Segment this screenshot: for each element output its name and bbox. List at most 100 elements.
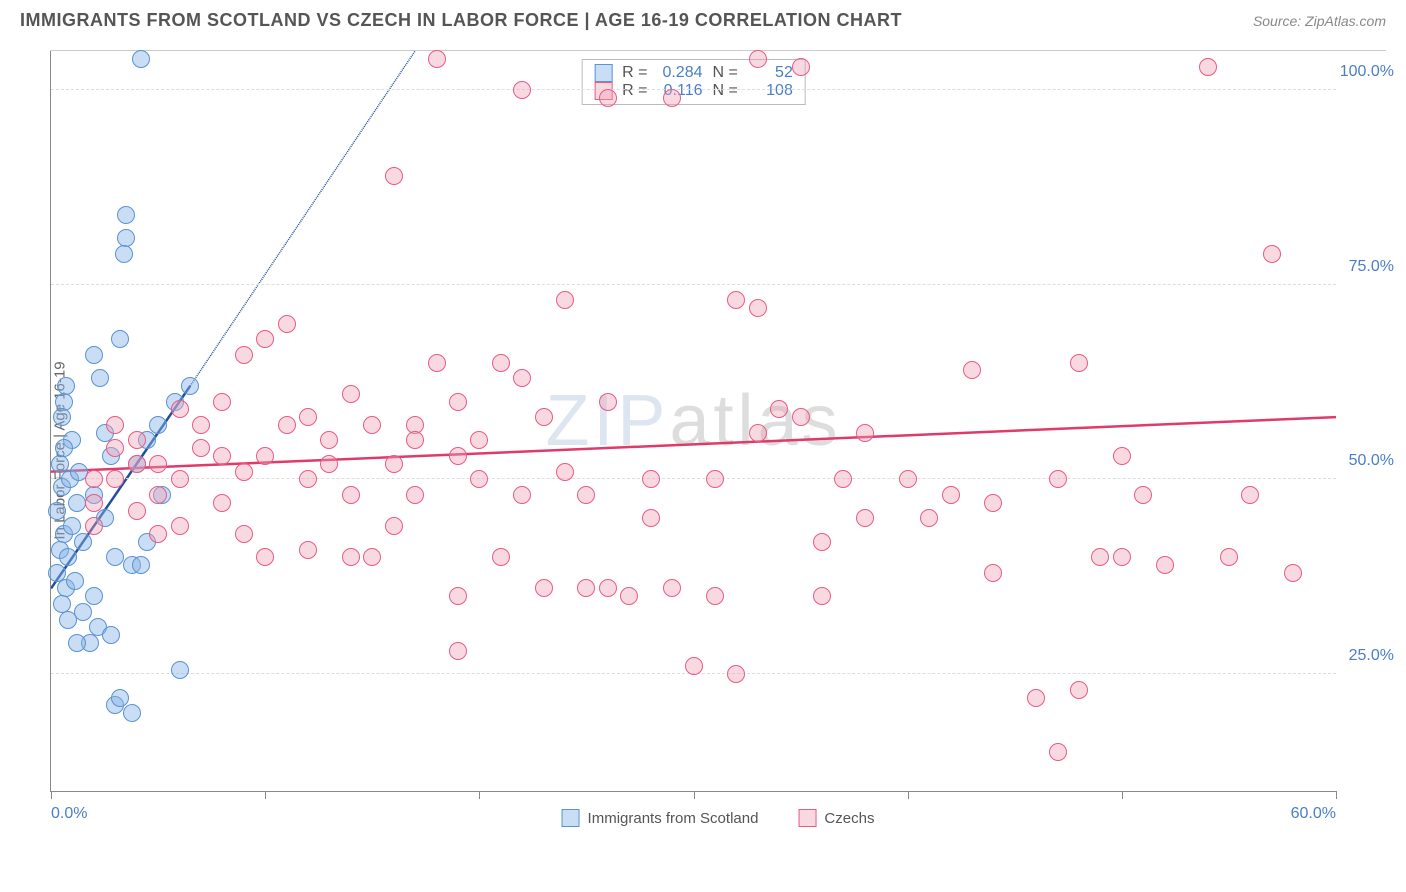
data-point [106, 439, 124, 457]
n-label: N = [713, 64, 738, 82]
x-tick [1336, 791, 1337, 799]
data-point [53, 408, 71, 426]
data-point [706, 470, 724, 488]
stats-row-czech: R = 0.116 N = 108 [594, 82, 793, 100]
stats-row-scotland: R = 0.284 N = 52 [594, 64, 793, 82]
data-point [599, 89, 617, 107]
data-point [1284, 564, 1302, 582]
data-point [171, 517, 189, 535]
data-point [149, 416, 167, 434]
data-point [449, 447, 467, 465]
data-point [1220, 548, 1238, 566]
data-point [123, 704, 141, 722]
data-point [727, 291, 745, 309]
data-point [48, 502, 66, 520]
data-point [85, 587, 103, 605]
data-point [663, 89, 681, 107]
data-point [535, 408, 553, 426]
data-point [68, 634, 86, 652]
data-point [51, 455, 69, 473]
y-tick-label: 25.0% [1349, 647, 1394, 665]
x-tick [1122, 791, 1123, 799]
trend-lines [51, 51, 1336, 791]
data-point [102, 626, 120, 644]
x-tick-label: 0.0% [51, 805, 87, 823]
data-point [149, 525, 167, 543]
data-point [320, 431, 338, 449]
plot-area: ZIPatlas R = 0.284 N = 52 R = 0.116 N = … [50, 51, 1336, 792]
data-point [642, 470, 660, 488]
gridline-h [51, 89, 1336, 90]
data-point [470, 431, 488, 449]
data-point [106, 548, 124, 566]
data-point [171, 470, 189, 488]
n-label: N = [713, 82, 738, 100]
data-point [132, 50, 150, 68]
swatch-scotland [594, 64, 612, 82]
data-point [1027, 689, 1045, 707]
data-point [599, 393, 617, 411]
data-point [1156, 556, 1174, 574]
data-point [599, 579, 617, 597]
data-point [213, 393, 231, 411]
r-value-scotland: 0.284 [658, 64, 703, 82]
data-point [770, 400, 788, 418]
data-point [66, 572, 84, 590]
data-point [85, 517, 103, 535]
data-point [85, 470, 103, 488]
n-value-czech: 108 [748, 82, 793, 100]
chart-title: IMMIGRANTS FROM SCOTLAND VS CZECH IN LAB… [20, 10, 902, 31]
data-point [577, 486, 595, 504]
data-point [278, 315, 296, 333]
data-point [213, 447, 231, 465]
data-point [1091, 548, 1109, 566]
legend-label: Immigrants from Scotland [588, 810, 759, 827]
data-point [342, 385, 360, 403]
data-point [513, 81, 531, 99]
data-point [128, 431, 146, 449]
data-point [813, 533, 831, 551]
data-point [235, 346, 253, 364]
data-point [749, 299, 767, 317]
data-point [1199, 58, 1217, 76]
data-point [984, 564, 1002, 582]
data-point [128, 502, 146, 520]
data-point [128, 455, 146, 473]
source-label: Source: ZipAtlas.com [1253, 13, 1386, 29]
data-point [278, 416, 296, 434]
data-point [299, 408, 317, 426]
legend-label: Czechs [824, 810, 874, 827]
data-point [1263, 245, 1281, 263]
data-point [920, 509, 938, 527]
data-point [899, 470, 917, 488]
data-point [117, 206, 135, 224]
data-point [1113, 548, 1131, 566]
x-tick-label: 60.0% [1291, 805, 1336, 823]
data-point [449, 393, 467, 411]
y-tick-label: 50.0% [1349, 452, 1394, 470]
data-point [428, 50, 446, 68]
data-point [85, 346, 103, 364]
data-point [181, 377, 199, 395]
data-point [342, 548, 360, 566]
data-point [535, 579, 553, 597]
data-point [111, 689, 129, 707]
data-point [171, 661, 189, 679]
data-point [1049, 470, 1067, 488]
data-point [385, 517, 403, 535]
data-point [663, 579, 681, 597]
data-point [342, 486, 360, 504]
data-point [235, 525, 253, 543]
data-point [385, 455, 403, 473]
data-point [363, 548, 381, 566]
legend-item-scotland: Immigrants from Scotland [562, 809, 759, 827]
data-point [727, 665, 745, 683]
x-tick [479, 791, 480, 799]
data-point [834, 470, 852, 488]
data-point [513, 486, 531, 504]
data-point [942, 486, 960, 504]
data-point [1241, 486, 1259, 504]
data-point [256, 447, 274, 465]
data-point [1049, 743, 1067, 761]
data-point [111, 330, 129, 348]
